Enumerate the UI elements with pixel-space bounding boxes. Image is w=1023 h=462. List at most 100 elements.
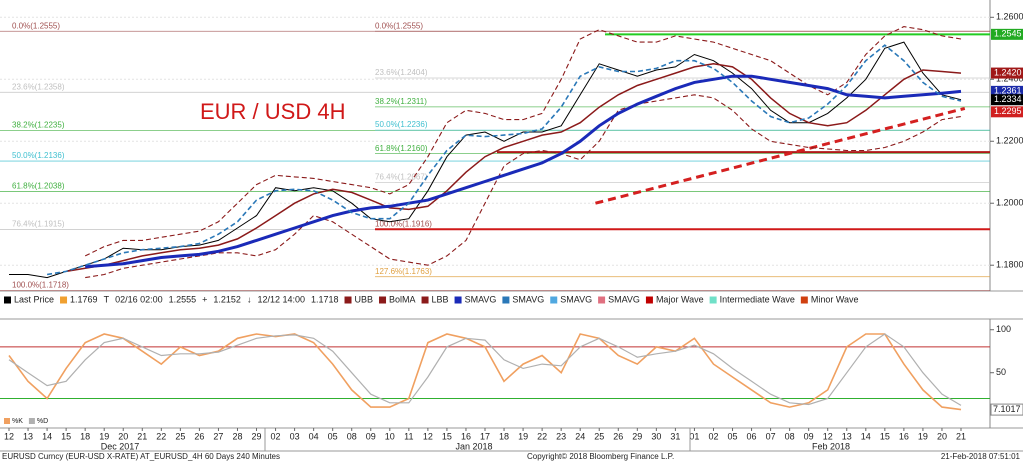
fib-label: 0.0%(1.2555) — [375, 21, 423, 30]
legend-swatch — [800, 296, 808, 304]
x-tick-label: 07 — [766, 431, 776, 441]
legend-label: SMAVG — [560, 294, 592, 304]
fib-label: 61.8%(1.2160) — [375, 144, 428, 153]
fib-label: 38.2%(1.2311) — [375, 97, 427, 106]
y-tick-label: 1.2200 — [996, 136, 1023, 146]
series-line — [9, 41, 962, 279]
x-tick-label: 20 — [937, 431, 947, 441]
legend-swatch — [550, 296, 558, 304]
x-tick-label: 13 — [23, 431, 33, 441]
x-tick-label: 26 — [613, 431, 623, 441]
legend-swatch — [60, 296, 68, 304]
x-tick-label: 25 — [175, 431, 185, 441]
price-tag-label: 1.2420 — [994, 67, 1022, 77]
x-tick-label: 01 — [689, 431, 699, 441]
x-tick-label: 12 — [4, 431, 14, 441]
footer-copyright: Copyright© 2018 Bloomberg Finance L.P. — [527, 452, 674, 461]
y-tick-label: 50 — [996, 367, 1006, 377]
fib-label: 61.8%(1.2038) — [12, 182, 65, 191]
legend-label: LBB — [432, 294, 449, 304]
x-tick-label: 05 — [728, 431, 738, 441]
x-tick-label: 05 — [328, 431, 338, 441]
x-tick-label: 19 — [918, 431, 928, 441]
month-label: Jan 2018 — [455, 441, 492, 451]
value-tag-label: 7.1017 — [993, 404, 1021, 414]
legend-stat: 1.2555 — [169, 294, 197, 304]
x-tick-label: 09 — [804, 431, 814, 441]
legend-swatch — [344, 296, 352, 304]
legend-label: SMAVG — [465, 294, 497, 304]
legend-label: Minor Wave — [811, 294, 859, 304]
x-tick-label: 12 — [423, 431, 433, 441]
legend-label: SMAVG — [512, 294, 544, 304]
y-tick-label: 1.2400 — [996, 74, 1023, 84]
x-tick-label: 20 — [118, 431, 128, 441]
chart-title: EUR / USD 4H — [200, 99, 345, 124]
fib-label: 23.6%(1.2404) — [375, 68, 428, 77]
price-tag — [991, 85, 1023, 97]
legend-swatch — [379, 296, 387, 304]
price-tag — [991, 94, 1023, 106]
x-tick-label: 27 — [213, 431, 223, 441]
x-tick-label: 10 — [385, 431, 395, 441]
price-tag — [991, 28, 1023, 40]
x-tick-label: 15 — [442, 431, 452, 441]
x-tick-label: 13 — [842, 431, 852, 441]
x-tick-label: 14 — [42, 431, 52, 441]
fib-label: 50.0%(1.2136) — [12, 151, 65, 160]
legend-label: %K — [12, 418, 23, 425]
x-tick-label: 15 — [880, 431, 890, 441]
price-tag-label: 1.2545 — [994, 29, 1022, 39]
series-line — [46, 44, 962, 276]
series-line — [8, 333, 962, 406]
series-line — [65, 63, 962, 273]
month-label: Feb 2018 — [812, 441, 850, 451]
y-tick-label: 100 — [996, 324, 1011, 334]
legend-symbol: ↓ — [247, 294, 252, 304]
x-tick-label: 11 — [404, 431, 413, 441]
legend-label: Intermediate Wave — [720, 294, 795, 304]
legend-label: Major Wave — [656, 294, 704, 304]
legend-swatch — [4, 296, 11, 304]
trend-line — [595, 106, 966, 205]
price-tag-label: 1.2334 — [994, 94, 1022, 104]
price-tag-label: 1.2295 — [994, 106, 1022, 116]
legend-label: UBB — [355, 294, 374, 304]
x-tick-label: 31 — [670, 431, 680, 441]
x-tick-label: 02 — [708, 431, 718, 441]
legend-swatch — [502, 296, 510, 304]
legend-swatch — [454, 296, 462, 304]
price-tag — [991, 67, 1023, 79]
legend-time: 12/12 14:00 — [257, 294, 305, 304]
x-tick-label: 15 — [61, 431, 71, 441]
legend-swatch — [28, 418, 35, 424]
x-tick-label: 21 — [137, 431, 147, 441]
x-tick-label: 16 — [899, 431, 909, 441]
x-tick-label: 22 — [156, 431, 166, 441]
price-tag — [991, 106, 1023, 118]
x-tick-label: 18 — [80, 431, 90, 441]
x-tick-label: 29 — [252, 431, 262, 441]
series-line — [85, 74, 962, 269]
x-tick-label: 29 — [632, 431, 642, 441]
x-tick-label: 25 — [594, 431, 604, 441]
x-tick-label: 06 — [747, 431, 757, 441]
x-tick-label: 16 — [461, 431, 471, 441]
fib-label: 76.4%(1.2067) — [375, 173, 428, 182]
x-tick-label: 09 — [366, 431, 376, 441]
footer-source: EURUSD Curncy (EUR-USD X-RATE) AT_EURUSD… — [2, 452, 280, 461]
x-tick-label: 19 — [99, 431, 109, 441]
legend-symbol: T — [104, 294, 110, 304]
y-tick-label: 1.2000 — [996, 198, 1023, 208]
fib-label: 50.0%(1.2236) — [375, 120, 428, 129]
legend-label: %D — [37, 418, 48, 425]
x-tick-label: 04 — [309, 431, 319, 441]
x-tick-label: 03 — [290, 431, 300, 441]
x-tick-label: 24 — [575, 431, 585, 441]
fib-label: 23.6%(1.2358) — [12, 82, 65, 91]
legend-swatch — [598, 296, 606, 304]
y-tick-label: 1.2600 — [996, 12, 1023, 22]
legend-swatch — [421, 296, 429, 304]
